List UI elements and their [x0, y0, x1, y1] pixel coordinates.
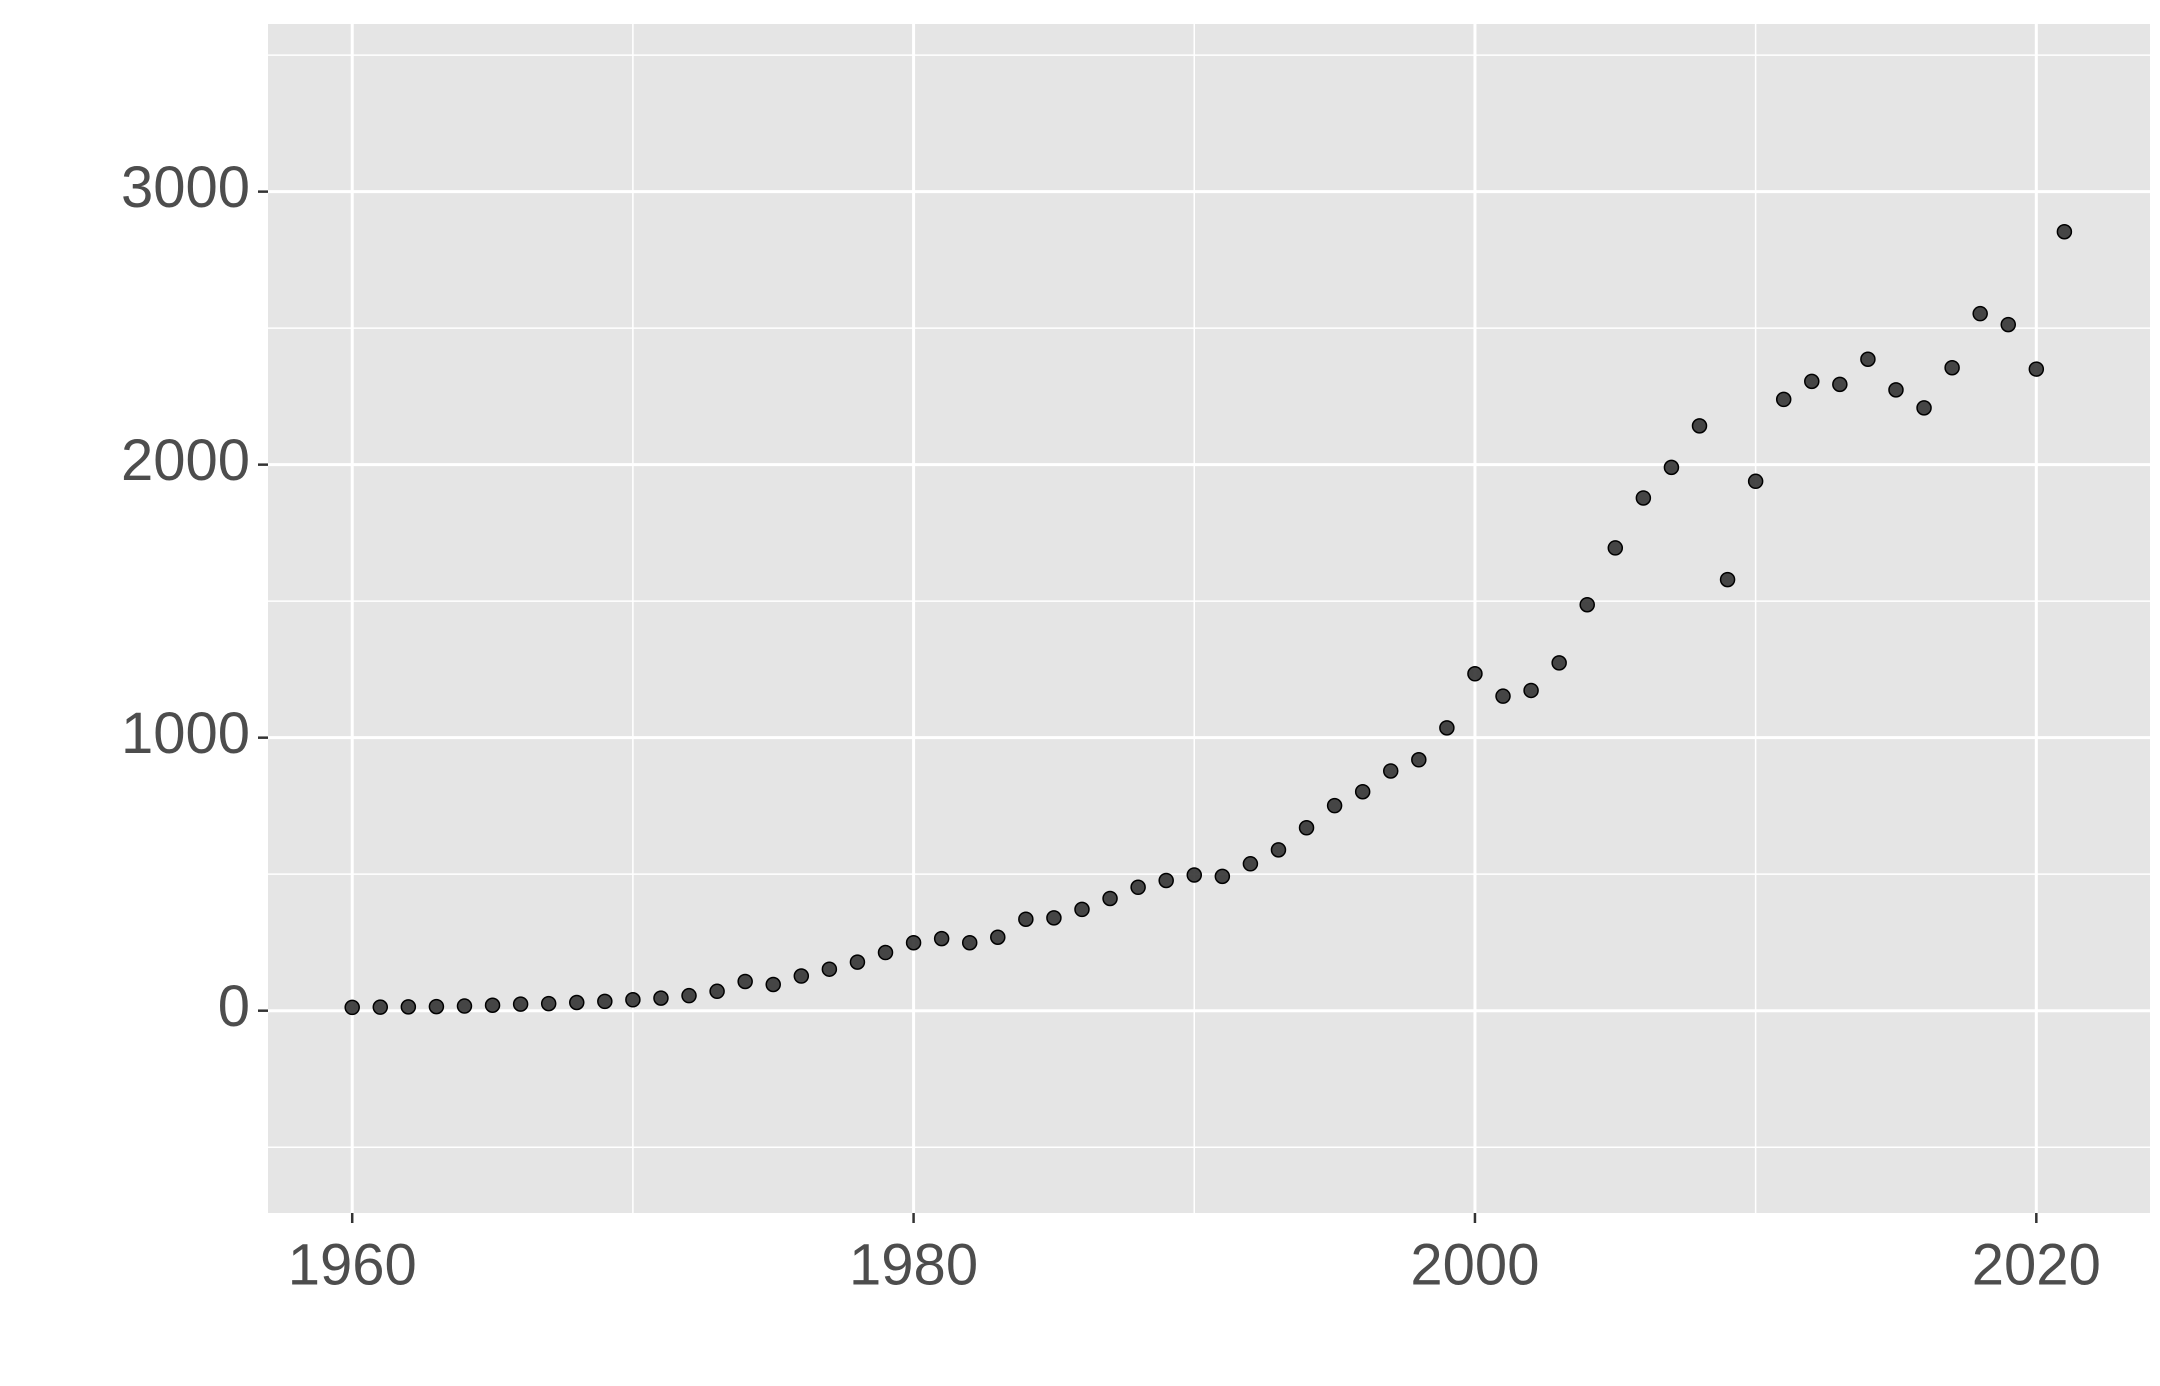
point	[849, 954, 866, 970]
point	[1439, 720, 1455, 736]
point	[625, 992, 641, 1008]
point	[1747, 473, 1764, 490]
point	[1046, 910, 1062, 926]
x-tick-label: 2000	[1410, 1232, 1539, 1297]
point	[1804, 373, 1820, 390]
point	[990, 929, 1006, 946]
point	[400, 999, 417, 1015]
x-tick-label: 1960	[288, 1232, 417, 1297]
point	[1354, 783, 1371, 800]
point	[905, 934, 922, 951]
point	[2000, 316, 2017, 333]
point	[484, 997, 501, 1013]
point	[1102, 890, 1118, 907]
y-tick-label: 1000	[121, 701, 250, 766]
point	[1860, 351, 1876, 368]
point	[1130, 879, 1146, 896]
point	[1635, 490, 1652, 506]
point	[1832, 376, 1848, 393]
point	[1663, 459, 1680, 476]
point	[1916, 400, 1932, 416]
point	[1382, 763, 1399, 779]
point	[1972, 305, 1988, 322]
point	[681, 987, 697, 1004]
point	[1270, 842, 1287, 858]
point	[1214, 868, 1231, 885]
point	[793, 968, 810, 984]
y-tick-label: 2000	[121, 428, 250, 493]
point	[569, 994, 585, 1011]
point	[428, 998, 445, 1015]
point	[1467, 666, 1483, 682]
point	[877, 944, 894, 961]
point	[961, 934, 978, 951]
point	[1775, 391, 1792, 408]
point	[765, 976, 781, 993]
point	[1411, 752, 1427, 768]
point	[597, 993, 613, 1010]
point	[1158, 872, 1174, 889]
point	[540, 995, 557, 1012]
point	[456, 998, 473, 1014]
point	[653, 990, 669, 1006]
point	[1607, 540, 1624, 556]
point	[1242, 856, 1259, 872]
point	[1944, 359, 1960, 376]
point	[1495, 688, 1511, 704]
point	[709, 983, 725, 1000]
point	[1579, 596, 1595, 613]
point	[1186, 867, 1203, 883]
x-tick-label: 1980	[849, 1232, 978, 1297]
point	[1074, 901, 1090, 918]
y-tick-label: 3000	[121, 155, 250, 220]
point	[2028, 361, 2045, 377]
point	[1326, 797, 1343, 814]
point	[2056, 224, 2073, 240]
point	[1719, 571, 1736, 588]
panel	[268, 24, 2150, 1213]
point	[1018, 911, 1034, 927]
point	[1691, 418, 1708, 434]
point	[1523, 682, 1539, 699]
point	[737, 973, 753, 990]
point	[512, 996, 529, 1012]
point	[1888, 382, 1904, 398]
point	[344, 999, 360, 1016]
point	[1298, 820, 1315, 836]
point	[933, 930, 950, 947]
y-tick-label: 0	[218, 974, 250, 1039]
point	[821, 961, 838, 977]
x-tick-label: 2020	[1972, 1232, 2101, 1297]
point	[372, 999, 389, 1015]
point	[1551, 655, 1567, 671]
